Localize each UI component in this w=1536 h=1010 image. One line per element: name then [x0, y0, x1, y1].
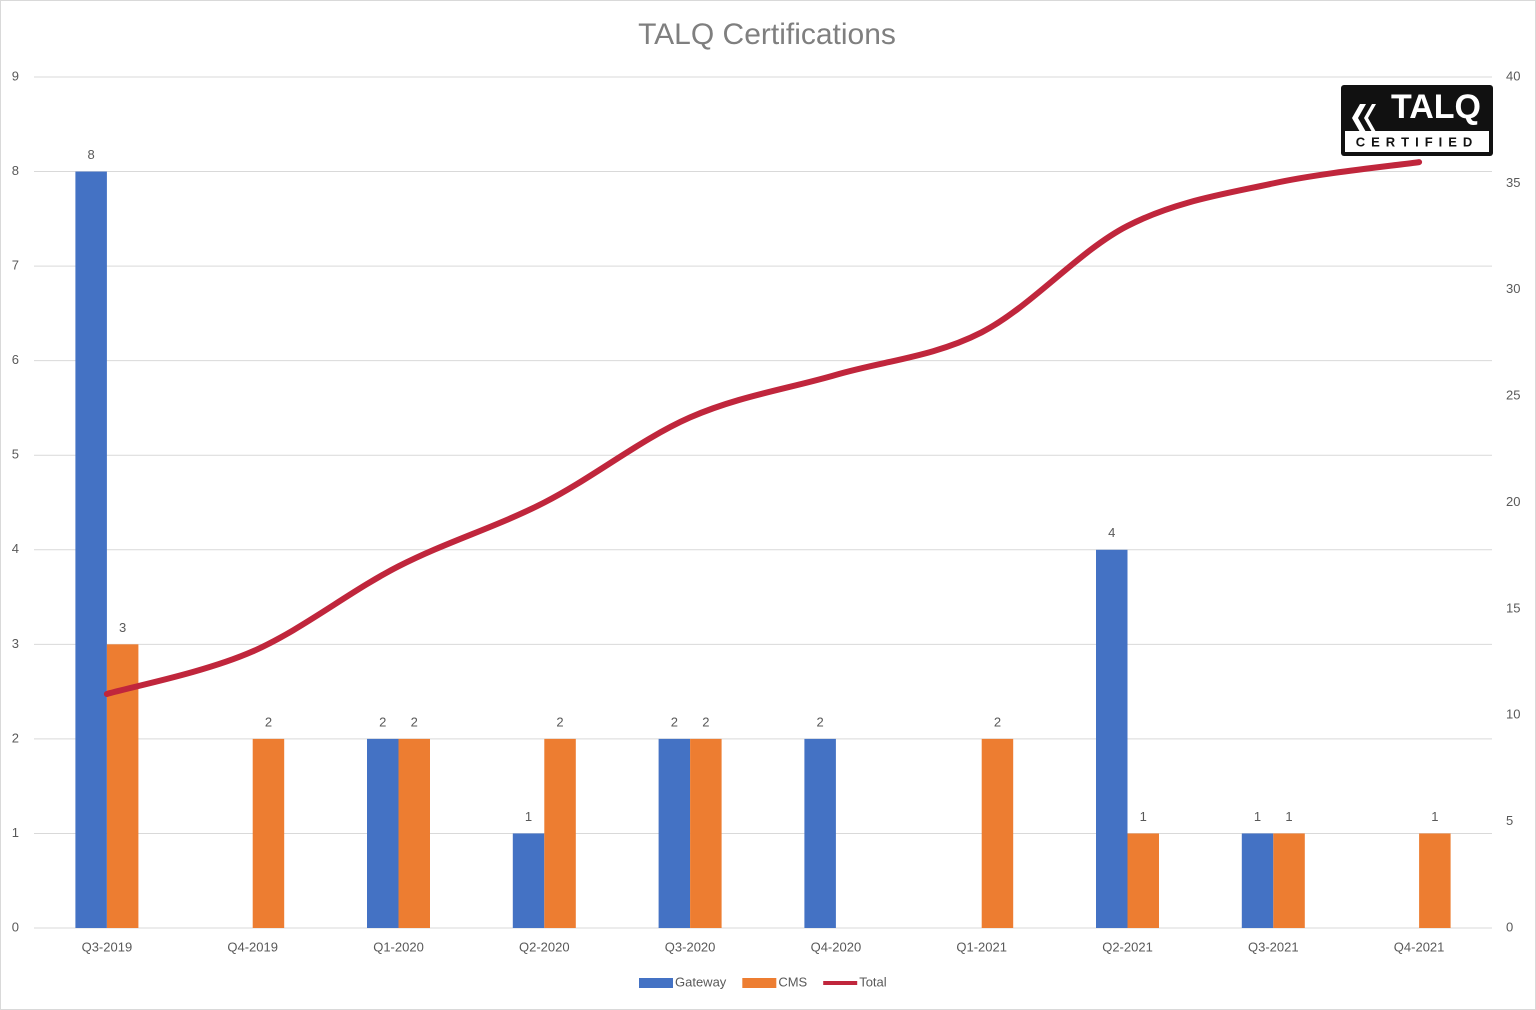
x-tick-label: Q1-2020 [373, 939, 424, 954]
y-tick-label: 4 [12, 541, 19, 556]
bar [252, 738, 285, 928]
x-tick-label: Q3-2020 [665, 939, 716, 954]
x-tick-label: Q1-2021 [956, 939, 1007, 954]
bar [398, 738, 430, 928]
y2-tick-label: 0 [1506, 919, 1513, 934]
legend-swatch [639, 978, 673, 988]
y-tick-label: 9 [12, 68, 19, 83]
badge-icon [1352, 104, 1376, 132]
y-tick-label: 5 [12, 447, 19, 462]
legend-label: Total [859, 974, 887, 989]
data-label: 2 [556, 714, 563, 729]
data-label: 1 [525, 809, 532, 824]
legend-swatch [742, 978, 777, 988]
chart-title: TALQ Certifications [638, 18, 896, 51]
x-tick-label: Q2-2021 [1102, 939, 1153, 954]
x-tick-label: Q3-2021 [1248, 939, 1299, 954]
y2-tick-label: 35 [1506, 175, 1520, 190]
data-label: 2 [817, 714, 824, 729]
bar [75, 171, 107, 929]
badge: TALQ CERTIFIED [1341, 85, 1493, 156]
data-label: 3 [119, 620, 126, 635]
y-tick-label: 6 [12, 352, 19, 367]
data-label: 8 [88, 147, 95, 162]
x-tick-label: Q3-2019 [82, 939, 133, 954]
data-label: 4 [1108, 525, 1115, 540]
badge-strip [1345, 131, 1489, 152]
data-label: 1 [1254, 809, 1261, 824]
bar [512, 833, 545, 928]
bar [981, 738, 1014, 928]
y-tick-label: 2 [12, 730, 19, 745]
y-tick-label: 1 [12, 825, 19, 840]
bar [804, 738, 836, 928]
data-label: 2 [379, 714, 386, 729]
x-tick-label: Q4-2020 [811, 939, 862, 954]
x-tick-label: Q4-2021 [1394, 939, 1445, 954]
bar [658, 738, 691, 928]
data-label: 2 [994, 714, 1001, 729]
y-tick-label: 8 [12, 163, 19, 178]
data-label: 1 [1285, 809, 1292, 824]
y-tick-label: 0 [12, 919, 19, 934]
bar [1096, 549, 1128, 928]
y2-tick-label: 30 [1506, 281, 1520, 296]
y-tick-label: 7 [12, 258, 19, 273]
y2-tick-label: 15 [1506, 600, 1520, 615]
y2-tick-label: 10 [1506, 707, 1520, 722]
data-label: 1 [1431, 809, 1438, 824]
x-tick-label: Q4-2019 [227, 939, 278, 954]
y2-tick-label: 20 [1506, 494, 1520, 509]
bar [1127, 833, 1159, 928]
bar [544, 738, 576, 928]
data-label: 2 [265, 714, 272, 729]
badge-subtitle: CERTIFIED [1356, 134, 1479, 149]
y-tick-label: 3 [12, 636, 19, 651]
bar [690, 738, 722, 928]
y2-tick-label: 5 [1506, 813, 1513, 828]
badge-title: TALQ [1391, 88, 1481, 126]
data-label: 2 [671, 714, 678, 729]
bar [1273, 833, 1305, 928]
y2-tick-label: 25 [1506, 388, 1520, 403]
x-tick-label: Q2-2020 [519, 939, 570, 954]
data-label: 2 [411, 714, 418, 729]
legend-label: CMS [778, 974, 807, 989]
line [103, 159, 1423, 697]
data-label: 2 [702, 714, 709, 729]
bar [367, 738, 399, 928]
y2-tick-label: 40 [1506, 68, 1520, 83]
bar [1419, 833, 1451, 928]
bar [1241, 833, 1274, 928]
data-label: 1 [1140, 809, 1147, 824]
legend-label: Gateway [675, 974, 727, 989]
